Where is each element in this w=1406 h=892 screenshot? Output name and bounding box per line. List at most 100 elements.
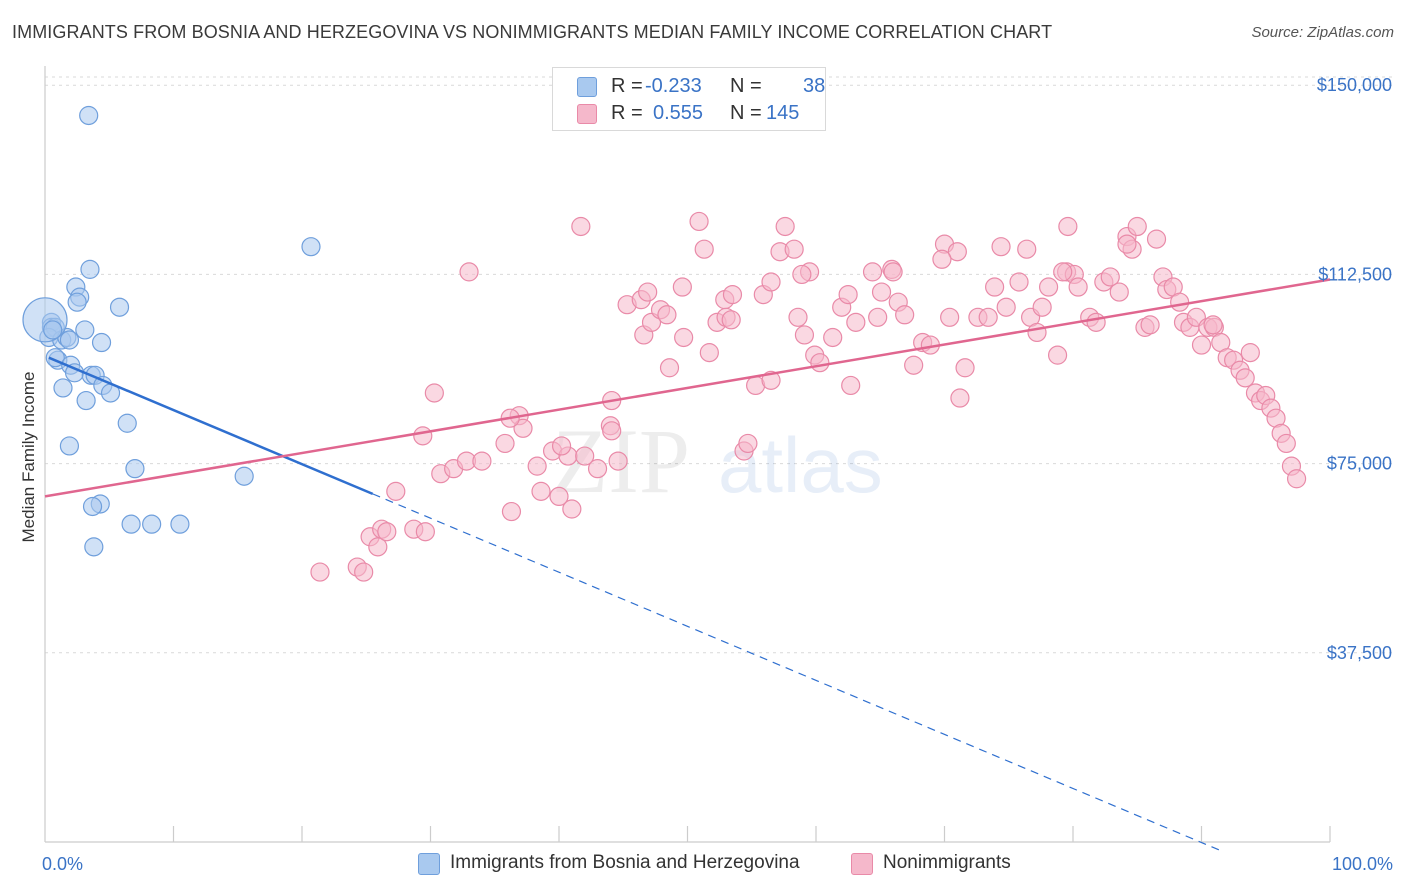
data-point-nonimmigrant: [838, 285, 858, 305]
chart-title: IMMIGRANTS FROM BOSNIA AND HERZEGOVINA V…: [12, 22, 1053, 42]
data-point-nonimmigrant: [1286, 469, 1307, 489]
data-point-nonimmigrant: [501, 501, 522, 522]
correlation-legend: R = -0.233 N = 38 R = 0.555 N = 145: [552, 67, 826, 131]
legend-n-label: N =: [730, 75, 762, 97]
data-point-nonimmigrant: [947, 242, 967, 262]
y-axis-label: Median Family Income: [19, 371, 38, 542]
y-tick-label: $37,500: [1327, 643, 1392, 663]
data-point-nonimmigrant: [1235, 368, 1255, 388]
data-point-nonimmigrant: [459, 262, 479, 282]
data-point-nonimmigrant: [978, 307, 998, 327]
legend-r-label: R =: [611, 102, 643, 124]
data-point-bosnia: [109, 297, 130, 317]
legend-label-nonimmigrants: Nonimmigrants: [883, 852, 1011, 873]
data-point-nonimmigrant: [823, 327, 843, 348]
legend-row-nonimmigrants: R = 0.555 N = 145: [553, 101, 825, 127]
data-point-nonimmigrant: [513, 418, 533, 438]
data-point-nonimmigrant: [1027, 322, 1047, 343]
data-point-nonimmigrant: [549, 486, 569, 507]
tick-labels: $37,500 $75,000 $112,500 $150,000 0.0% 100.0%: [42, 75, 1393, 874]
data-point-nonimmigrant: [722, 285, 743, 305]
data-point-nonimmigrant: [694, 239, 714, 259]
legend-label-bosnia: Immigrants from Bosnia and Herzegovina: [450, 852, 800, 873]
trend-lines: [44, 278, 1331, 852]
legend-n-value: 38: [803, 75, 826, 97]
data-point-nonimmigrant: [862, 262, 883, 282]
data-point-bosnia: [91, 332, 112, 353]
data-point-nonimmigrant: [657, 305, 677, 325]
trend-line-bosnia-extension: [372, 493, 1222, 852]
data-point-nonimmigrant: [784, 239, 804, 259]
data-point-nonimmigrant: [672, 277, 692, 297]
legend-r-value: -0.233: [645, 75, 702, 97]
x-tick-label: 100.0%: [1332, 854, 1393, 874]
trend-line-bosnia: [48, 356, 374, 496]
legend-swatch-pink: [577, 104, 597, 124]
data-point-nonimmigrant: [1127, 216, 1147, 237]
chart-source: Source: ZipAtlas.com: [1251, 24, 1394, 41]
data-point-nonimmigrant: [1017, 239, 1037, 259]
data-point-bosnia: [117, 413, 137, 433]
legend-r-value: 0.555: [653, 102, 704, 124]
data-point-bosnia: [80, 259, 100, 279]
data-point-nonimmigrant: [794, 325, 815, 345]
data-point-bosnia: [59, 436, 80, 456]
data-point-nonimmigrant: [1058, 216, 1078, 237]
data-point-nonimmigrant: [950, 388, 970, 408]
data-point-nonimmigrant: [775, 216, 795, 237]
data-point-nonimmigrant: [1203, 315, 1223, 335]
data-point-nonimmigrant: [1100, 267, 1120, 287]
data-point-bosnia: [170, 514, 190, 534]
y-tick-label: $112,500: [1318, 264, 1392, 284]
data-point-bosnia: [84, 537, 104, 557]
data-point-nonimmigrant: [1086, 312, 1106, 332]
data-point-nonimmigrant: [527, 456, 547, 476]
y-tick-label: $75,000: [1327, 454, 1392, 474]
data-point-nonimmigrant: [310, 562, 330, 582]
data-point-nonimmigrant: [354, 562, 374, 582]
data-point-bosnia: [301, 237, 321, 257]
data-point-nonimmigrant: [531, 481, 551, 501]
data-point-nonimmigrant: [868, 307, 888, 327]
data-point-nonimmigrant: [940, 307, 960, 327]
data-point-bosnia: [234, 466, 254, 486]
data-point-nonimmigrant: [495, 433, 515, 454]
data-point-nonimmigrant: [1170, 292, 1190, 312]
data-point-nonimmigrant: [1032, 297, 1052, 317]
data-point-bosnia: [43, 320, 63, 340]
data-point-nonimmigrant: [608, 451, 628, 471]
data-point-bosnia: [121, 514, 141, 534]
data-point-nonimmigrant: [932, 249, 952, 269]
data-point-nonimmigrant: [1038, 277, 1059, 297]
series-bosnia-immigrants: [22, 105, 321, 557]
data-point-bosnia: [76, 390, 96, 411]
data-point-nonimmigrant: [883, 262, 903, 282]
legend-r-label: R =: [611, 75, 643, 97]
watermark-atlas: atlas: [718, 421, 883, 509]
series-nonimmigrants: [310, 211, 1307, 582]
data-point-nonimmigrant: [674, 327, 694, 348]
data-point-bosnia: [79, 105, 99, 126]
data-point-bosnia: [59, 330, 80, 350]
data-point-nonimmigrant: [788, 307, 808, 327]
data-point-nonimmigrant: [1276, 433, 1296, 454]
data-point-nonimmigrant: [587, 459, 608, 479]
data-point-nonimmigrant: [638, 282, 658, 302]
data-point-bosnia: [67, 292, 87, 312]
data-point-nonimmigrant: [1053, 262, 1073, 282]
data-point-nonimmigrant: [689, 211, 709, 232]
data-point-nonimmigrant: [562, 499, 582, 519]
data-point-nonimmigrant: [841, 375, 861, 396]
data-point-nonimmigrant: [659, 358, 680, 378]
data-point-nonimmigrant: [792, 264, 812, 285]
legend-swatch-pink: [851, 853, 873, 875]
data-point-nonimmigrant: [571, 216, 591, 237]
data-point-nonimmigrant: [413, 426, 433, 446]
legend-row-bosnia: R = -0.233 N = 38: [553, 74, 825, 100]
data-point-nonimmigrant: [1146, 229, 1167, 249]
data-point-nonimmigrant: [602, 421, 622, 441]
data-point-nonimmigrant: [575, 446, 595, 466]
legend-swatch-blue: [577, 77, 597, 97]
data-point-nonimmigrant: [415, 522, 435, 542]
